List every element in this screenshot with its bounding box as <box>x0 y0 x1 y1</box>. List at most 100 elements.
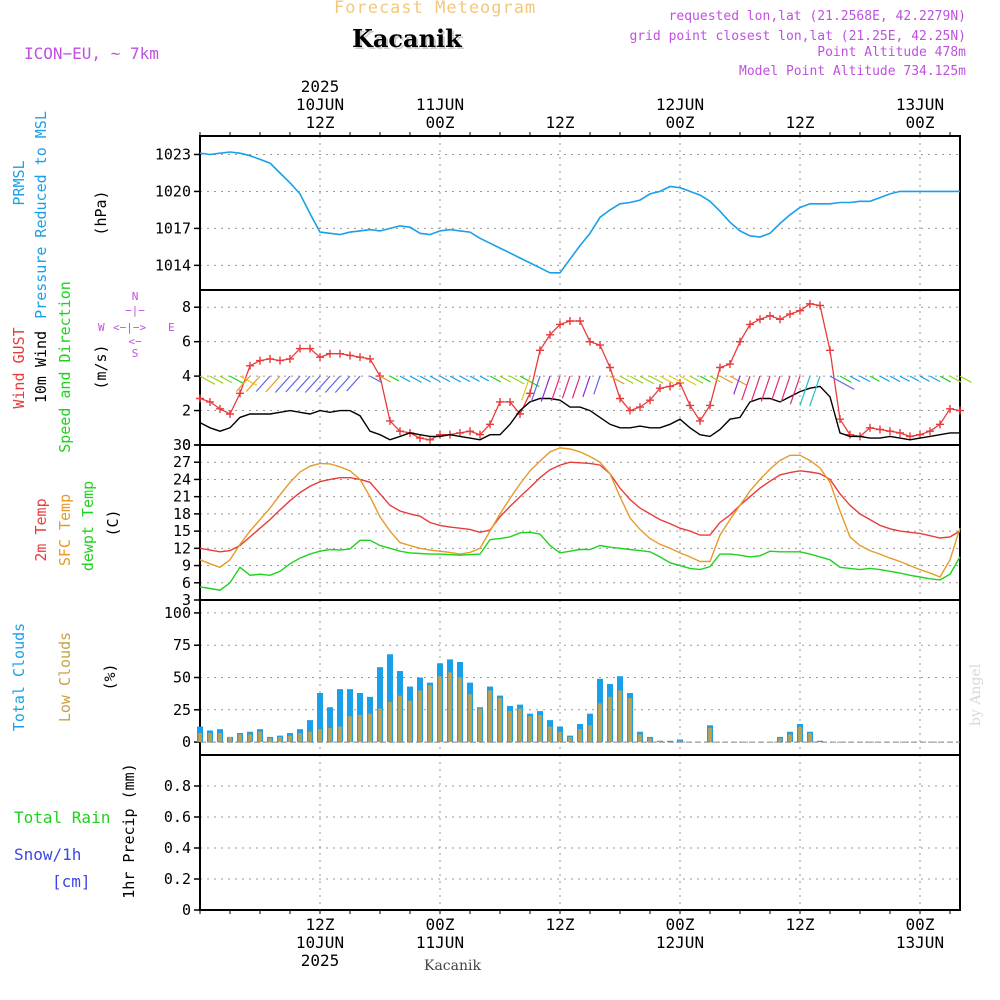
wind-direction-arrow <box>760 375 771 402</box>
total-rain-label: Total Rain <box>14 808 110 827</box>
gust-marker <box>526 389 534 398</box>
wind-direction-arrow <box>419 375 431 383</box>
y-tick-label: 100 <box>164 604 191 622</box>
wind-direction-arrow <box>489 375 501 383</box>
gust-marker <box>236 389 244 398</box>
compass-s: S <box>132 347 139 360</box>
wind-direction-arrow <box>285 375 301 393</box>
total-cloud-bar <box>667 740 673 743</box>
gust-marker <box>246 361 254 370</box>
low-cloud-bar <box>358 714 362 743</box>
dewpt-label: dewpt Temp <box>79 481 97 571</box>
time-label-top: 12Z <box>546 113 575 132</box>
total-cloud-bar <box>677 739 683 743</box>
gust-marker <box>726 360 734 369</box>
wind-direction-arrow <box>689 375 704 384</box>
model-point-altitude: Model Point Altitude 734.125m <box>739 64 966 79</box>
low-cloud-bar <box>368 713 372 743</box>
gust-marker <box>806 299 814 308</box>
gust-marker <box>556 320 564 329</box>
gust-marker <box>566 317 574 325</box>
point-altitude: Point Altitude 478m <box>817 45 966 60</box>
y-tick-label: 50 <box>173 669 191 687</box>
low-cloud-bar <box>658 740 662 743</box>
gust-marker <box>906 432 914 441</box>
wind-direction-arrow <box>265 375 281 393</box>
gust-marker <box>356 353 364 362</box>
total-cloud-bar <box>817 740 823 743</box>
gust-marker <box>956 406 964 415</box>
low-cloud-bar <box>438 676 442 743</box>
y-tick-label: 8 <box>182 298 191 316</box>
wind-direction-arrow <box>750 375 761 402</box>
time-label-bottom: 00Z <box>906 915 935 934</box>
wind-direction-arrow <box>709 375 721 383</box>
y-tick-label: 18 <box>173 505 191 523</box>
low-cloud-bar <box>478 708 482 743</box>
wind-direction-arrow <box>235 375 251 392</box>
low-cloud-bar <box>198 733 202 743</box>
gust-marker <box>346 351 354 360</box>
low-cloud-bar <box>428 685 432 743</box>
y-tick-label: 25 <box>173 701 191 719</box>
gust-marker <box>336 349 344 358</box>
gust-marker <box>306 344 314 353</box>
low-cloud-bar <box>578 729 582 743</box>
gust-marker <box>886 427 894 436</box>
wind-direction-arrow <box>809 375 821 407</box>
wind-direction-arrow <box>509 375 525 385</box>
time-label-bottom: 11JUN <box>416 933 464 952</box>
grid-point-coords: grid point closest lon,lat (21.25E, 42.2… <box>629 29 966 44</box>
compass-n: N <box>132 290 139 303</box>
wind-direction-arrow <box>459 375 471 383</box>
gust-marker <box>636 403 644 412</box>
wind-direction-arrow <box>582 375 591 398</box>
time-label-bottom: 2025 <box>301 951 340 970</box>
low-cloud-bar <box>708 727 712 743</box>
wind-direction-arrow <box>346 375 361 392</box>
gust-marker <box>386 416 394 425</box>
gust-marker <box>276 356 284 365</box>
gust-marker <box>896 428 904 437</box>
gust-marker <box>426 435 434 444</box>
gust-marker <box>736 337 744 346</box>
time-label-top: 10JUN <box>296 95 344 114</box>
total-cloud-bar <box>347 689 353 743</box>
wind-direction-arrow <box>780 375 791 403</box>
wind-dir-label: Speed and Direction <box>56 281 74 453</box>
gust-marker <box>836 415 844 424</box>
low-cloud-bar <box>338 726 342 743</box>
low-cloud-bar <box>528 716 532 743</box>
time-label-top: 11JUN <box>416 95 464 114</box>
y-tick-label: 0.8 <box>164 777 191 795</box>
low-cloud-bar <box>558 731 562 743</box>
low-cloud-bar <box>408 700 412 743</box>
requested-coords: requested lon,lat (21.2568E, 42.2279N) <box>668 9 966 24</box>
gust-marker <box>656 384 664 393</box>
time-label-top: 13JUN <box>896 95 944 114</box>
panel-frame-precip <box>199 754 961 911</box>
pressure-unit: (hPa) <box>92 190 110 235</box>
wind-direction-arrow <box>939 375 951 383</box>
low-cloud-bar <box>548 726 552 743</box>
y-tick-label: 0.2 <box>164 870 191 888</box>
low-clouds-label: Low Clouds <box>56 632 74 722</box>
wind-direction-arrow <box>304 375 321 393</box>
gust-label: Wind GUST <box>10 327 28 408</box>
super-title: Forecast Meteogram <box>334 0 537 18</box>
wind-direction-arrow <box>199 375 216 385</box>
gust-marker <box>616 394 624 403</box>
low-cloud-bar <box>288 735 292 743</box>
wind-direction-arrow <box>449 375 461 383</box>
time-label-top: 12Z <box>786 113 815 132</box>
gust-marker <box>216 404 224 413</box>
gust-marker <box>256 356 264 365</box>
wind-direction-arrow <box>219 375 233 384</box>
y-tick-label: 1020 <box>155 182 191 200</box>
low-cloud-bar <box>398 695 402 743</box>
gust-marker <box>686 401 694 410</box>
wind-direction-arrow <box>799 375 811 406</box>
wind-direction-arrow <box>869 375 880 382</box>
total-cloud-bar <box>307 720 313 743</box>
wind-label: 10m Wind <box>32 331 50 403</box>
